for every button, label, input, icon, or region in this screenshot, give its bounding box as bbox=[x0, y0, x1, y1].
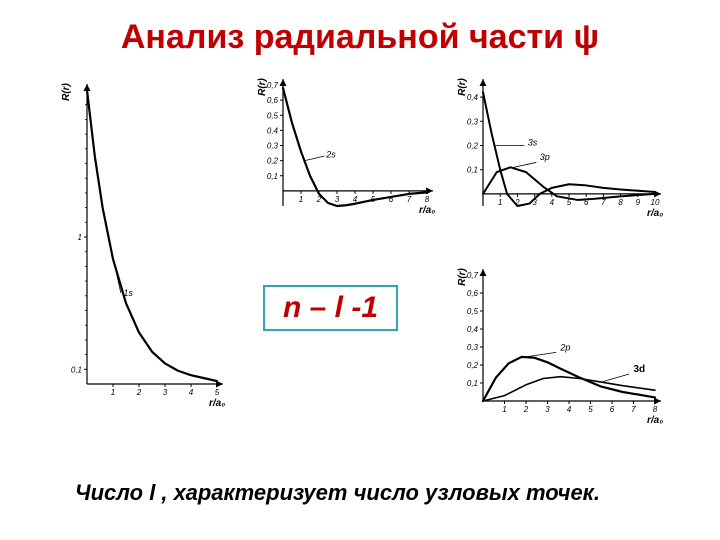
svg-text:3: 3 bbox=[163, 388, 168, 397]
svg-text:0,3: 0,3 bbox=[467, 343, 479, 352]
svg-text:0,5: 0,5 bbox=[267, 111, 279, 120]
svg-text:7: 7 bbox=[601, 198, 606, 207]
svg-text:2p: 2p bbox=[559, 343, 570, 353]
svg-text:2s: 2s bbox=[325, 150, 336, 160]
svg-text:0,7: 0,7 bbox=[467, 271, 479, 280]
svg-text:r/a₀: r/a₀ bbox=[647, 415, 663, 425]
svg-text:2: 2 bbox=[136, 388, 142, 397]
svg-text:1: 1 bbox=[299, 195, 303, 204]
formula: n – l -1 bbox=[263, 285, 398, 331]
svg-text:0,2: 0,2 bbox=[467, 361, 479, 370]
svg-text:1s: 1s bbox=[123, 288, 133, 298]
svg-text:0,3: 0,3 bbox=[267, 142, 279, 151]
svg-text:4: 4 bbox=[189, 388, 194, 397]
svg-text:0,4: 0,4 bbox=[467, 325, 479, 334]
svg-text:10: 10 bbox=[651, 198, 660, 207]
svg-text:3d: 3d bbox=[634, 364, 646, 375]
svg-text:7: 7 bbox=[407, 195, 412, 204]
svg-text:0,1: 0,1 bbox=[467, 166, 478, 175]
chart-2s: 123456780,10,20,30,40,50,60,7R(r)r/a₀2s bbox=[255, 75, 435, 230]
svg-text:3p: 3p bbox=[540, 152, 550, 162]
svg-text:8: 8 bbox=[618, 198, 623, 207]
svg-text:1: 1 bbox=[111, 388, 115, 397]
svg-text:5: 5 bbox=[215, 388, 220, 397]
svg-text:1: 1 bbox=[502, 405, 506, 414]
svg-text:0,2: 0,2 bbox=[267, 157, 279, 166]
svg-text:0,1: 0,1 bbox=[267, 172, 278, 181]
svg-text:5: 5 bbox=[588, 405, 593, 414]
page-title: Анализ радиальной части ψ bbox=[0, 18, 720, 57]
svg-text:0,6: 0,6 bbox=[467, 289, 479, 298]
svg-text:3: 3 bbox=[335, 195, 340, 204]
svg-text:R(r): R(r) bbox=[457, 267, 468, 285]
svg-text:0,4: 0,4 bbox=[467, 93, 479, 102]
svg-text:2: 2 bbox=[523, 405, 529, 414]
chart-1s: 1 2 3 4 5 0,1 1 R(r) r/a₀ 1s bbox=[55, 80, 225, 410]
svg-text:4: 4 bbox=[550, 198, 555, 207]
svg-text:0,5: 0,5 bbox=[467, 307, 479, 316]
svg-text:R(r): R(r) bbox=[457, 77, 468, 95]
svg-text:3s: 3s bbox=[528, 138, 538, 148]
svg-text:r/a₀: r/a₀ bbox=[647, 208, 663, 219]
svg-text:R(r): R(r) bbox=[61, 82, 72, 100]
svg-text:0,1: 0,1 bbox=[71, 365, 82, 374]
svg-text:4: 4 bbox=[567, 405, 572, 414]
svg-text:0,4: 0,4 bbox=[267, 126, 279, 135]
caption: Число l , характеризует число узловых то… bbox=[75, 480, 600, 506]
svg-text:6: 6 bbox=[610, 405, 615, 414]
svg-text:r/a₀: r/a₀ bbox=[209, 398, 225, 409]
svg-text:0,3: 0,3 bbox=[467, 117, 479, 126]
svg-text:3: 3 bbox=[545, 405, 550, 414]
chart-2p-3d: 1 2 3 4 5 6 7 8 0,1 0,2 0,3 0,4 0,5 0,6 0,7R(r) r/a₀ 2p 3… bbox=[455, 265, 665, 425]
svg-text:0,1: 0,1 bbox=[467, 379, 478, 388]
chart-3s-3p: 123456789100,10,20,30,4R(r)r/a₀3s3p bbox=[455, 75, 665, 230]
svg-text:8: 8 bbox=[653, 405, 658, 414]
svg-text:R(r): R(r) bbox=[257, 77, 268, 95]
svg-text:8: 8 bbox=[425, 195, 430, 204]
svg-text:0,6: 0,6 bbox=[267, 96, 279, 105]
svg-text:7: 7 bbox=[631, 405, 636, 414]
svg-text:r/a₀: r/a₀ bbox=[419, 205, 435, 216]
slide: { "title": "Анализ радиальной части ψ", … bbox=[0, 0, 720, 540]
svg-text:1: 1 bbox=[78, 233, 82, 242]
svg-text:0,7: 0,7 bbox=[267, 81, 279, 90]
svg-text:9: 9 bbox=[636, 198, 641, 207]
svg-text:0,2: 0,2 bbox=[467, 142, 479, 151]
svg-text:1: 1 bbox=[498, 198, 502, 207]
